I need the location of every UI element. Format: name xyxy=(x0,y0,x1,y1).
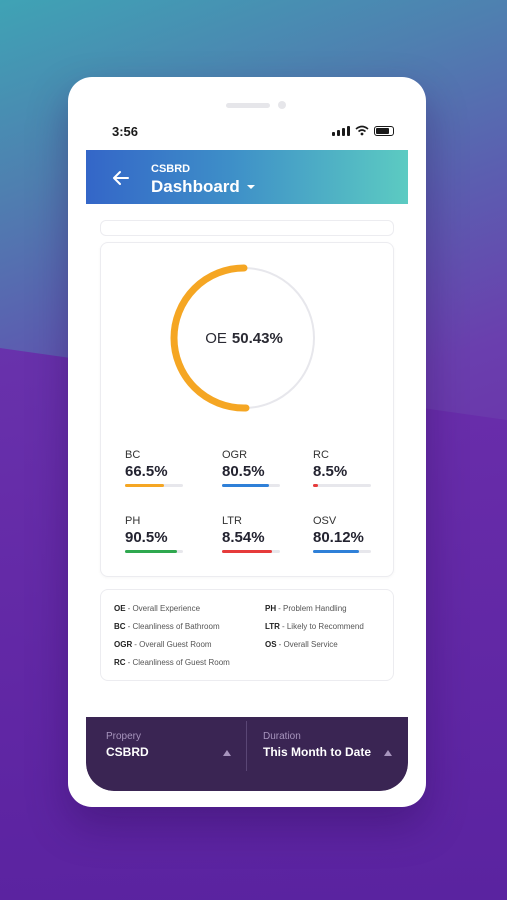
metric-ogr: OGR 80.5% xyxy=(222,449,282,487)
phone-speaker xyxy=(226,103,270,108)
app-screen: 3:56 CSBRD Dashboard xyxy=(86,115,408,791)
legend-item: OE - Overall Experience xyxy=(114,604,201,613)
chevron-up-icon xyxy=(223,750,231,756)
gauge-label: OE 50.43% xyxy=(169,263,319,413)
header-title: Dashboard xyxy=(151,177,240,196)
gauge-ring xyxy=(170,264,318,412)
metric-fill xyxy=(222,484,269,487)
metric-name: LTR xyxy=(222,515,242,527)
metric-track xyxy=(125,484,183,487)
gauge-arc xyxy=(170,264,318,412)
status-icons xyxy=(332,125,394,136)
status-bar: 3:56 xyxy=(86,115,408,149)
metric-name: OSV xyxy=(313,515,337,527)
metric-bc: BC 66.5% xyxy=(125,449,185,487)
top-card xyxy=(100,220,394,236)
metric-track xyxy=(313,550,371,553)
bottom-bar: Propery CSBRD Duration This Month to Dat… xyxy=(86,717,408,791)
legend-item: OGR - Overall Guest Room xyxy=(114,640,212,649)
property-selector[interactable]: Propery CSBRD xyxy=(86,717,246,771)
legend-item: BC - Cleanliness of Bathroom xyxy=(114,622,220,631)
metric-value: 90.5% xyxy=(125,529,168,546)
property-value: CSBRD xyxy=(106,745,149,759)
metric-name: PH xyxy=(125,515,141,527)
metric-value: 66.5% xyxy=(125,463,168,480)
metric-track xyxy=(313,484,371,487)
duration-selector[interactable]: Duration This Month to Date xyxy=(247,717,408,771)
legend-item: RC - Cleanliness of Guest Room xyxy=(114,658,230,667)
metric-track xyxy=(222,550,280,553)
metric-rc: RC 8.5% xyxy=(313,449,373,487)
app-header: CSBRD Dashboard xyxy=(86,150,408,204)
back-arrow-icon[interactable] xyxy=(108,165,134,191)
metrics-card: OE 50.43% BC 66.5% OGR 80.5% RC 8.5% PH xyxy=(100,242,394,577)
metric-value: 8.5% xyxy=(313,463,348,480)
metric-name: BC xyxy=(125,449,141,461)
duration-label: Duration xyxy=(263,731,301,742)
metric-value: 8.54% xyxy=(222,529,265,546)
metric-track xyxy=(125,550,183,553)
metric-value: 80.12% xyxy=(313,529,364,546)
chevron-up-icon xyxy=(384,750,392,756)
metric-fill xyxy=(222,550,272,553)
phone-frame: 3:56 CSBRD Dashboard xyxy=(68,77,426,807)
oe-gauge: OE 50.43% xyxy=(169,263,319,413)
legend-item: OS - Overall Service xyxy=(265,640,338,649)
header-subtitle: CSBRD xyxy=(151,163,191,175)
dashboard-dropdown[interactable]: Dashboard xyxy=(151,177,255,197)
metric-osv: OSV 80.12% xyxy=(313,515,373,553)
legend-item: LTR - Likely to Recommend xyxy=(265,622,364,631)
metric-fill xyxy=(125,484,164,487)
duration-value: This Month to Date xyxy=(263,745,371,759)
metric-name: RC xyxy=(313,449,329,461)
signal-icon xyxy=(332,125,350,136)
metric-ltr: LTR 8.54% xyxy=(222,515,282,553)
property-label: Propery xyxy=(106,731,142,742)
legend-card: OE - Overall Experience BC - Cleanliness o… xyxy=(100,589,394,681)
legend-item: PH - Problem Handling xyxy=(265,604,347,613)
bottom-bar-divider xyxy=(246,721,247,771)
phone-camera xyxy=(278,101,286,109)
metric-track xyxy=(222,484,280,487)
metric-fill xyxy=(125,550,178,553)
metric-name: OGR xyxy=(222,449,248,461)
metric-value: 80.5% xyxy=(222,463,265,480)
status-time: 3:56 xyxy=(112,124,139,139)
wifi-icon xyxy=(355,125,369,136)
gauge-label-name: OE xyxy=(205,329,227,347)
gauge-label-value: 50.43% xyxy=(231,329,283,347)
battery-icon xyxy=(374,125,394,136)
chevron-down-icon xyxy=(246,185,255,189)
metric-fill xyxy=(313,550,360,553)
metric-ph: PH 90.5% xyxy=(125,515,185,553)
metric-fill xyxy=(313,484,318,487)
